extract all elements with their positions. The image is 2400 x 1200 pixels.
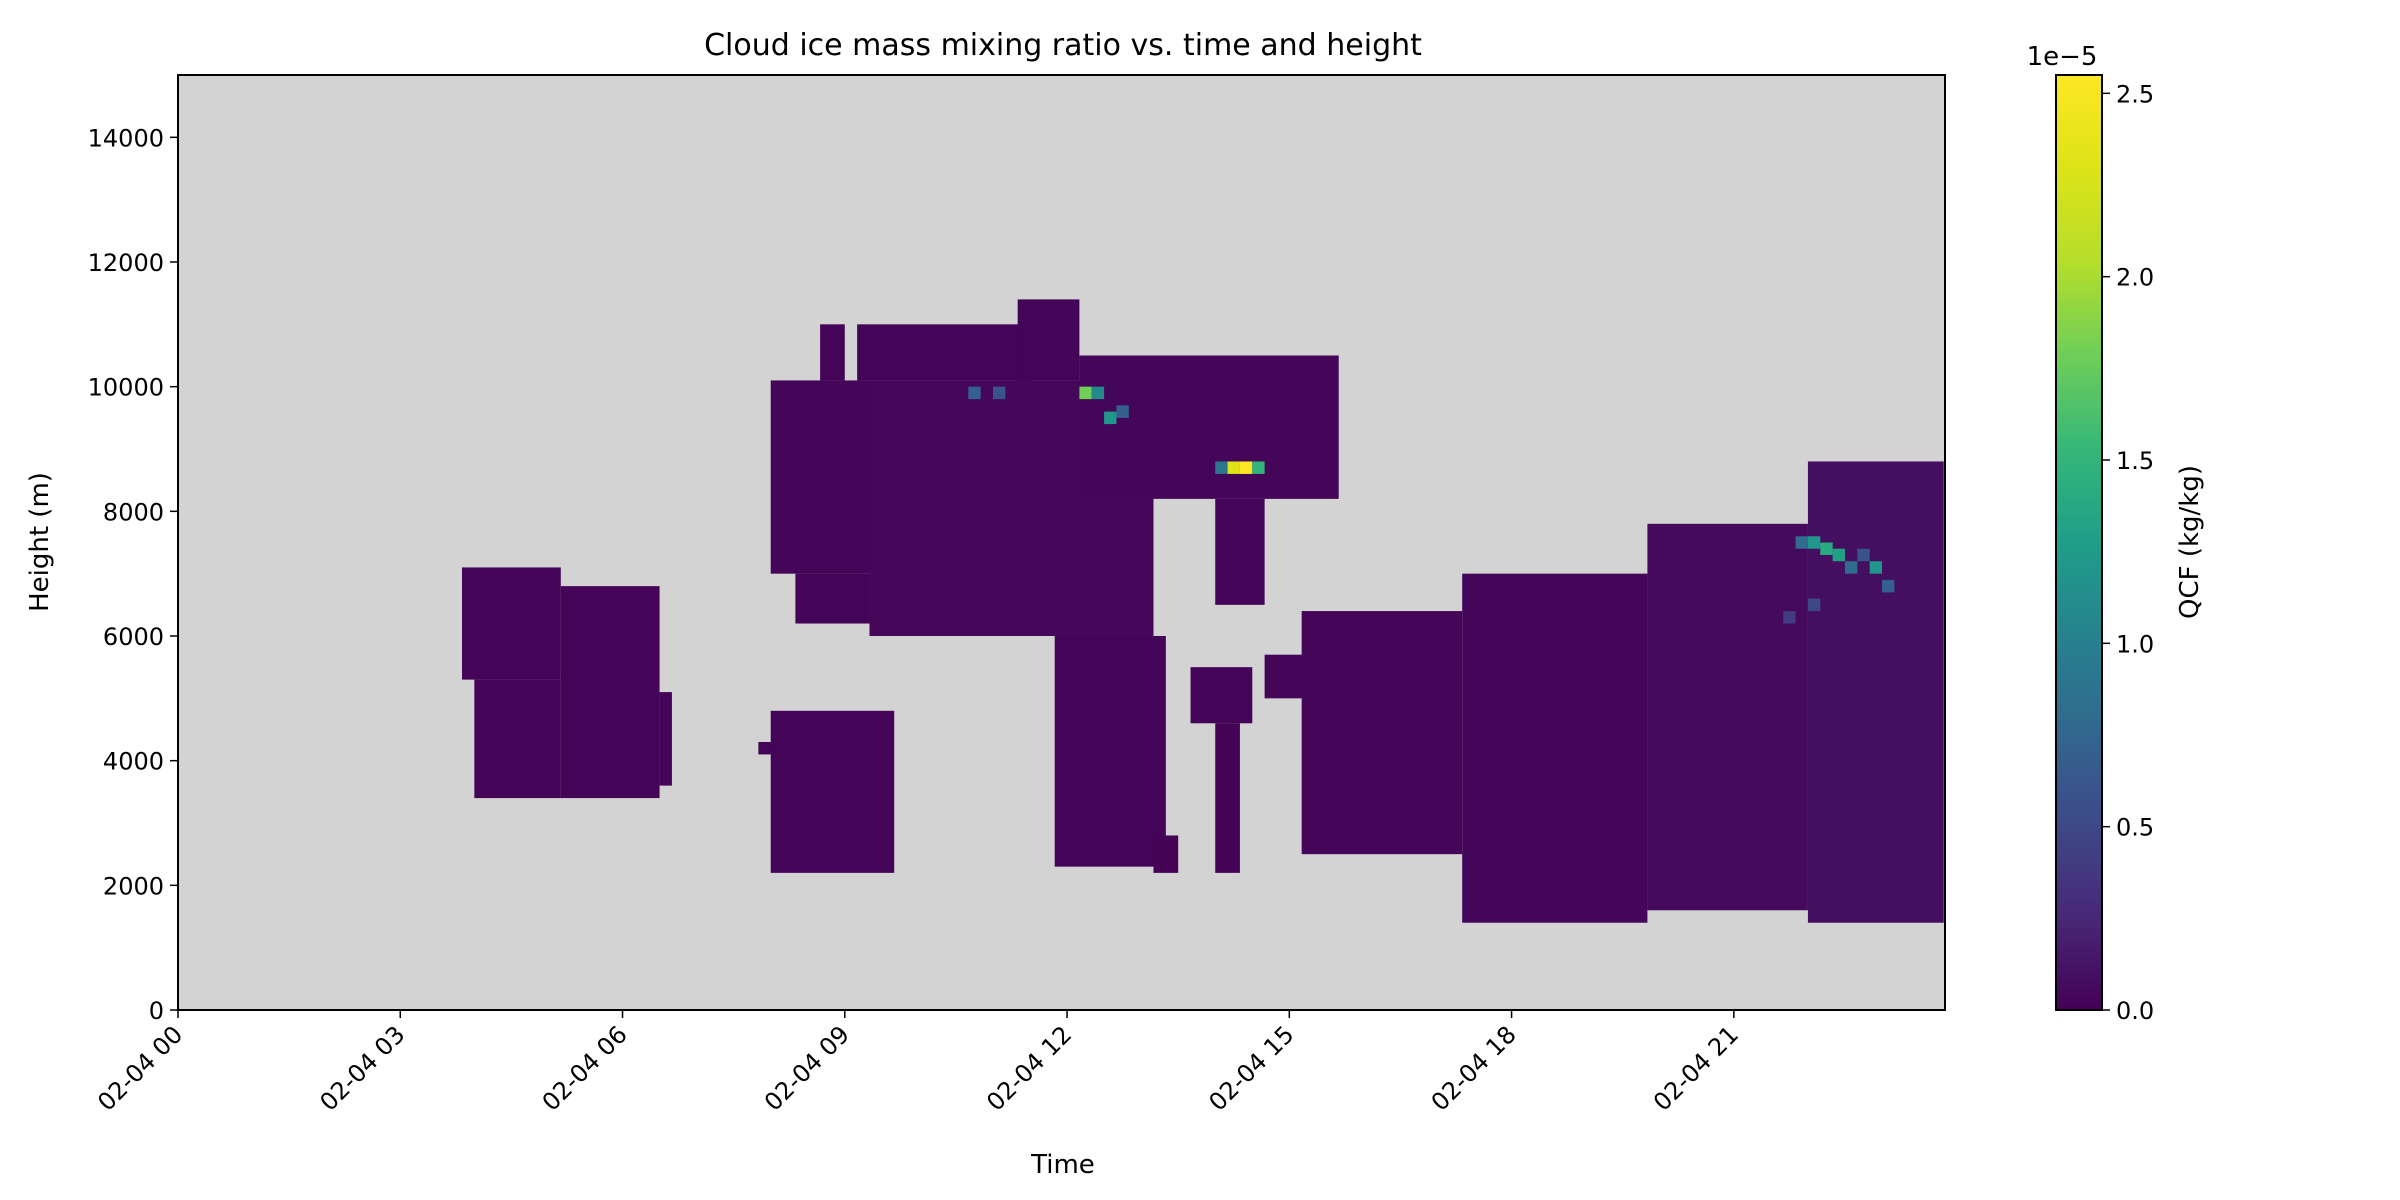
cloud-region <box>1301 611 1463 855</box>
cloud-cell <box>1252 461 1265 474</box>
cloud-region <box>1153 835 1179 873</box>
cloud-region <box>1462 573 1648 923</box>
cloud-region <box>1017 299 1080 381</box>
cloud-cell <box>1091 386 1105 400</box>
colorbar-tick-label: 1.0 <box>2116 630 2154 658</box>
cloud-cell <box>1857 548 1870 562</box>
x-tick-label: 02-04 12 <box>981 1020 1077 1116</box>
cloud-cell <box>1882 579 1895 593</box>
cloud-cell <box>1239 461 1253 474</box>
plot-frame <box>177 74 1946 1011</box>
y-tick-label: 0 <box>149 997 164 1025</box>
cloud-cell <box>1807 598 1821 612</box>
y-tick-label: 2000 <box>103 872 164 900</box>
cloud-region <box>1079 355 1339 499</box>
cloud-region <box>1215 498 1265 605</box>
x-tick-label: 02-04 21 <box>1648 1020 1744 1116</box>
colorbar-tick-label: 0.5 <box>2116 814 2154 842</box>
colorbar-tick-label: 2.0 <box>2116 264 2154 292</box>
x-tick-label: 02-04 18 <box>1426 1020 1522 1116</box>
data-cells <box>462 299 1944 923</box>
y-axis-label: Height (m) <box>25 472 55 612</box>
x-tick-label: 02-04 03 <box>314 1020 410 1116</box>
y-tick-label: 10000 <box>88 374 164 402</box>
x-axis-label: Time <box>1030 1150 1095 1180</box>
cloud-region <box>820 324 845 381</box>
y-tick-label: 14000 <box>88 124 164 152</box>
colorbar-tick-label: 0.0 <box>2116 997 2154 1025</box>
cloud-cell <box>1869 561 1883 574</box>
colorbar-tick-label: 2.5 <box>2116 80 2154 108</box>
x-tick-label: 02-04 09 <box>759 1020 855 1116</box>
cloud-cell <box>1820 542 1833 555</box>
cloud-cell <box>1795 536 1808 549</box>
cloud-region <box>474 679 561 799</box>
y-tick-label: 8000 <box>103 498 164 526</box>
cloud-cell <box>968 386 981 400</box>
colorbar-tick-label: 1.5 <box>2116 447 2154 475</box>
cloud-region <box>1647 523 1808 911</box>
cloud-region <box>462 567 561 680</box>
cloud-region <box>560 586 660 799</box>
cloud-cell <box>1104 411 1117 425</box>
colorbar <box>2055 74 2103 1011</box>
cloud-cell <box>1832 548 1845 562</box>
cloud-cell <box>1783 611 1796 624</box>
cloud-region <box>857 324 1031 381</box>
cloud-cell <box>992 386 1006 400</box>
cloud-cell <box>1215 461 1228 474</box>
cloud-region <box>795 573 870 624</box>
cloud-region <box>659 692 672 786</box>
cloud-region <box>1054 636 1166 867</box>
cloud-cell <box>1079 386 1092 400</box>
chart-title: Cloud ice mass mixing ratio vs. time and… <box>704 28 1422 63</box>
x-tick-label: 02-04 00 <box>92 1020 188 1116</box>
y-axis: 0 2000 4000 6000 8000 10000 12000 14000 <box>88 124 178 1025</box>
y-tick-label: 12000 <box>88 249 164 277</box>
colorbar-label: QCF (kg/kg) <box>2175 465 2205 619</box>
cloud-cell <box>1116 405 1129 418</box>
cloud-cell <box>1844 561 1858 574</box>
x-tick-label: 02-04 15 <box>1203 1020 1299 1116</box>
y-tick-label: 4000 <box>103 748 164 776</box>
cloud-region <box>1215 723 1240 873</box>
cloud-region <box>1190 667 1253 724</box>
x-tick-label: 02-04 06 <box>537 1020 633 1116</box>
cloud-region <box>1807 461 1944 923</box>
x-axis: 02-04 00 02-04 03 02-04 06 02-04 09 02-04 12… <box>92 1010 1744 1117</box>
cloud-cell <box>1227 461 1240 474</box>
cloud-cell <box>1807 536 1821 549</box>
colorbar-axis: 0.0 0.5 1.0 1.5 2.0 2.5 <box>2102 80 2154 1025</box>
colorbar-offset-text: 1e−5 <box>2027 42 2098 72</box>
cloud-region <box>770 710 895 873</box>
y-tick-label: 6000 <box>103 623 164 651</box>
